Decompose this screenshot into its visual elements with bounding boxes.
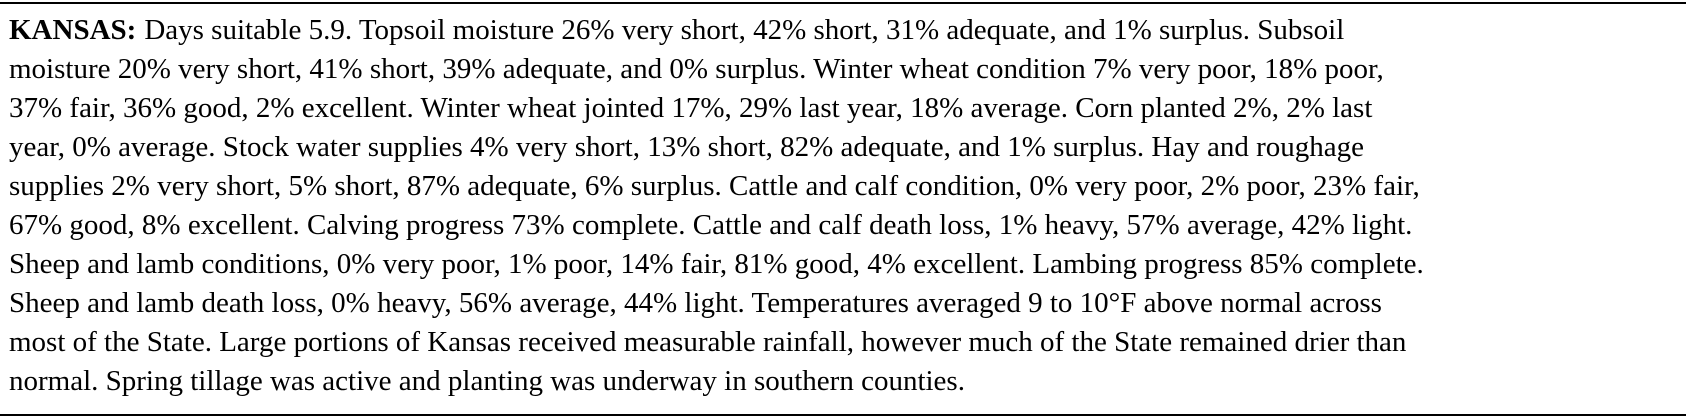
line-text: most of the State. Large portions of Kan… (9, 326, 1407, 358)
line-text: Sheep and lamb conditions, 0% very poor,… (9, 248, 1424, 280)
text-line: 67% good, 8% excellent. Calving progress… (9, 206, 1424, 245)
text-line: moisture 20% very short, 41% short, 39% … (9, 50, 1424, 89)
text-line: Sheep and lamb conditions, 0% very poor,… (9, 245, 1424, 284)
text-line: normal. Spring tillage was active and pl… (9, 362, 1424, 401)
text-line: KANSAS: Days suitable 5.9. Topsoil moistu… (9, 11, 1424, 50)
line-text: Sheep and lamb death loss, 0% heavy, 56%… (9, 287, 1382, 319)
line-text: Days suitable 5.9. Topsoil moisture 26% … (144, 14, 1345, 46)
line-text: 67% good, 8% excellent. Calving progress… (9, 209, 1413, 241)
line-text: supplies 2% very short, 5% short, 87% ad… (9, 170, 1420, 202)
line-text: year, 0% average. Stock water supplies 4… (9, 131, 1364, 163)
line-text: normal. Spring tillage was active and pl… (9, 365, 965, 397)
paragraph: KANSAS: Days suitable 5.9. Topsoil moistu… (9, 11, 1424, 401)
line-text: 37% fair, 36% good, 2% excellent. Winter… (9, 92, 1373, 124)
text-line: most of the State. Large portions of Kan… (9, 323, 1424, 362)
text-line: 37% fair, 36% good, 2% excellent. Winter… (9, 89, 1424, 128)
top-rule (0, 2, 1686, 4)
text-line: year, 0% average. Stock water supplies 4… (9, 128, 1424, 167)
state-heading: KANSAS: (9, 14, 137, 46)
text-line: Sheep and lamb death loss, 0% heavy, 56%… (9, 284, 1424, 323)
text-line: supplies 2% very short, 5% short, 87% ad… (9, 167, 1424, 206)
line-text: moisture 20% very short, 41% short, 39% … (9, 53, 1384, 85)
bottom-rule (0, 414, 1686, 416)
